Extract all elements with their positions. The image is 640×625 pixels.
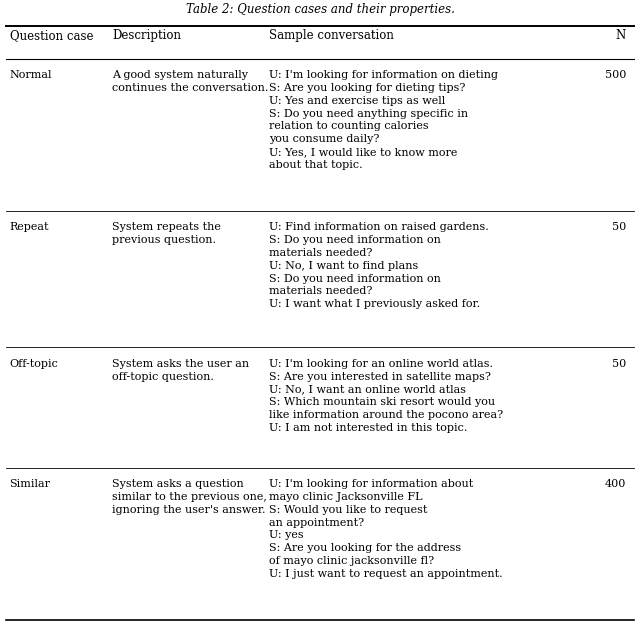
Text: Off-topic: Off-topic — [10, 359, 58, 369]
Text: Description: Description — [112, 29, 181, 42]
Text: U: Find information on raised gardens.
S: Do you need information on
materials n: U: Find information on raised gardens. S… — [269, 222, 488, 309]
Text: U: I'm looking for information on dieting
S: Are you looking for dieting tips?
U: U: I'm looking for information on dietin… — [269, 70, 498, 170]
Text: Table 2: Question cases and their properties.: Table 2: Question cases and their proper… — [186, 3, 454, 16]
Text: U: I'm looking for information about
mayo clinic Jacksonville FL
S: Would you li: U: I'm looking for information about may… — [269, 479, 502, 579]
Text: Repeat: Repeat — [10, 222, 49, 232]
Text: 50: 50 — [612, 222, 626, 232]
Text: A good system naturally
continues the conversation.: A good system naturally continues the co… — [112, 70, 268, 93]
Text: 400: 400 — [605, 479, 626, 489]
Text: Sample conversation: Sample conversation — [269, 29, 394, 42]
Text: U: I'm looking for an online world atlas.
S: Are you interested in satellite map: U: I'm looking for an online world atlas… — [269, 359, 503, 432]
Text: System asks the user an
off-topic question.: System asks the user an off-topic questi… — [112, 359, 249, 382]
Text: 500: 500 — [605, 70, 626, 80]
Text: System asks a question
similar to the previous one,
ignoring the user's answer.: System asks a question similar to the pr… — [112, 479, 267, 515]
Text: N: N — [616, 29, 626, 42]
Text: Question case: Question case — [10, 29, 93, 42]
Text: System repeats the
previous question.: System repeats the previous question. — [112, 222, 221, 245]
Text: Similar: Similar — [10, 479, 51, 489]
Text: Normal: Normal — [10, 70, 52, 80]
Text: 50: 50 — [612, 359, 626, 369]
